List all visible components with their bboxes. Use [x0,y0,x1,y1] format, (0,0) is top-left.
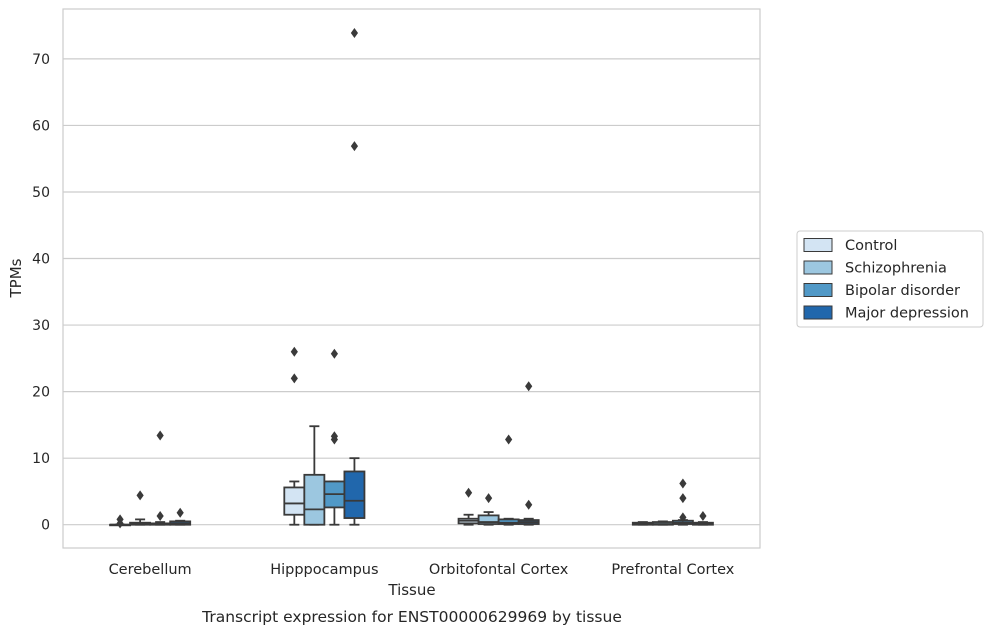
boxes [109,425,714,527]
box-3-1 [343,457,366,526]
y-tick-label: 40 [32,252,50,268]
outliers [116,27,707,529]
x-tick-labels: Cerebellum Hipppocampus Orbitofontal Corte… [109,562,735,578]
y-tick-label: 0 [41,518,50,534]
legend-swatch [803,305,833,320]
outlier-point [290,373,298,384]
x-tick-label: Hipppocampus [270,562,378,578]
box-body [283,486,306,516]
box-1-1 [303,425,326,526]
outlier-point [679,478,687,489]
y-axis-label: TPMs [7,258,25,298]
box-0-2 [457,513,480,526]
legend-swatch [803,260,833,275]
box-body [343,470,366,519]
box-1-3 [651,520,674,526]
outlier-point [156,430,164,441]
outlier-point [464,487,473,498]
y-tick-label: 70 [32,52,50,68]
x-tick-label: Prefrontal Cortex [611,562,734,578]
chart-caption: Transcript expression for ENST0000062996… [201,608,622,626]
box-body [303,473,326,526]
outlier-point [176,507,184,518]
legend-frame [796,230,984,328]
outlier-point [679,493,687,504]
x-axis-label: Tissue [387,581,435,599]
y-tick-label: 60 [32,118,50,134]
outlier-point [290,346,298,357]
legend-label: Schizophrenia [845,261,947,277]
outlier-point [525,499,533,510]
outlier-point [485,493,493,504]
outlier-point [679,512,687,523]
legend-label: Control [845,238,897,254]
legend: Control Schizophrenia Bipolar disorder Majo… [796,230,984,328]
box-0-3 [631,521,654,526]
gridlines [63,58,760,526]
outlier-point [350,27,359,38]
y-tick-label: 20 [32,385,50,401]
outlier-point [525,381,533,392]
x-tick-label: Cerebellum [109,562,192,578]
outlier-point [136,490,144,501]
box-3-2 [517,517,540,526]
outlier-point [116,514,124,525]
outlier-point [699,511,707,522]
legend-swatch [803,238,833,252]
outlier-point [330,431,338,442]
legend-label: Bipolar disorder [845,283,960,299]
box-3-0 [169,519,192,526]
outlier-point [350,141,359,152]
plot-area [62,8,761,549]
legend-label: Major depression [845,306,969,322]
box-3-3 [692,521,714,526]
y-tick-labels: 0 10 20 30 40 50 60 70 [32,52,50,534]
y-tick-label: 50 [32,185,50,201]
y-tick-label: 30 [32,318,50,334]
box-0-1 [283,480,306,526]
y-tick-label: 10 [32,451,50,467]
outlier-point [330,348,338,359]
box-2-2 [497,517,520,526]
x-tick-label: Orbitofontal Cortex [429,562,569,578]
outlier-point [156,511,164,522]
legend-swatch [803,283,833,297]
outlier-point [505,434,513,445]
